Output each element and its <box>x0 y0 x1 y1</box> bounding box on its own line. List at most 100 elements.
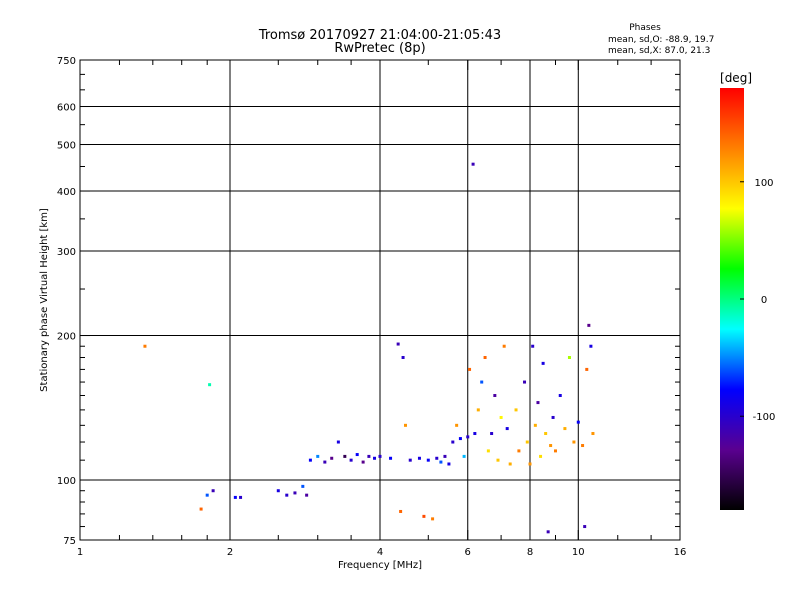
data-point <box>239 495 243 499</box>
data-point <box>473 432 477 436</box>
data-point <box>480 380 484 384</box>
data-point <box>544 432 548 436</box>
data-point <box>403 423 407 427</box>
data-point <box>572 440 576 444</box>
data-point <box>439 460 443 464</box>
data-point <box>422 514 426 518</box>
data-point <box>546 530 550 534</box>
phases-stats-o-mode: mean, sd,O: -88.9, 19.7 <box>608 35 714 45</box>
data-point <box>533 423 537 427</box>
data-point <box>143 344 147 348</box>
data-point <box>493 394 497 398</box>
data-point <box>514 408 518 412</box>
chart-title: Tromsø 20170927 21:04:00-21:05:43 <box>258 28 501 43</box>
data-point <box>389 456 393 460</box>
axis-ticks: 1 2 4 6 8 10 16 75 100 200 300 400 500 600 750 <box>57 56 686 558</box>
data-point <box>399 509 403 513</box>
data-point <box>558 394 562 398</box>
x-tick-label: 2 <box>227 547 233 558</box>
y-tick-label: 500 <box>57 141 76 152</box>
data-point <box>505 427 509 431</box>
data-point <box>285 493 289 497</box>
data-point <box>502 344 506 348</box>
data-point <box>426 458 430 462</box>
data-point <box>349 458 353 462</box>
data-point <box>525 440 529 444</box>
data-point <box>567 355 571 359</box>
data-point <box>343 454 347 458</box>
data-point <box>508 462 512 466</box>
x-tick-label: 8 <box>527 547 533 558</box>
y-tick-label: 300 <box>57 247 76 258</box>
y-tick-label: 200 <box>57 332 76 343</box>
y-tick-label: 600 <box>57 103 76 114</box>
colorbar-unit: [deg] <box>720 71 752 85</box>
data-point <box>551 415 555 419</box>
data-point <box>471 162 475 166</box>
x-tick-label: 16 <box>674 547 687 558</box>
data-point <box>378 454 382 458</box>
data-point <box>408 458 412 462</box>
data-point <box>583 525 587 529</box>
data-points <box>143 162 595 534</box>
data-point <box>355 453 359 457</box>
colorbar-unit-label: deg <box>725 71 748 85</box>
data-point <box>587 323 591 327</box>
colorbar-tick-label: 0 <box>761 295 767 306</box>
data-point <box>447 462 451 466</box>
data-point <box>576 420 580 424</box>
data-point <box>458 437 462 441</box>
data-point <box>361 460 365 464</box>
data-point <box>553 449 557 453</box>
data-point <box>205 493 209 497</box>
grid-lines <box>80 60 680 540</box>
data-point <box>435 456 439 460</box>
y-tick-label: 750 <box>57 56 76 67</box>
data-point <box>563 427 567 431</box>
data-point <box>336 440 340 444</box>
x-tick-label: 10 <box>572 547 585 558</box>
data-point <box>316 454 320 458</box>
data-point <box>486 449 490 453</box>
data-point <box>208 383 212 387</box>
data-point <box>531 344 535 348</box>
data-point <box>466 435 470 439</box>
data-point <box>496 458 500 462</box>
x-tick-label: 6 <box>465 547 471 558</box>
data-point <box>490 432 494 436</box>
x-axis-label: Frequency [MHz] <box>338 560 422 571</box>
data-point <box>323 460 327 464</box>
data-point <box>443 454 447 458</box>
colorbar-tick-label: -100 <box>753 412 776 423</box>
data-point <box>541 361 545 365</box>
data-point <box>499 415 503 419</box>
data-point <box>589 344 593 348</box>
data-point <box>451 440 455 444</box>
data-point <box>330 456 334 460</box>
data-point <box>536 401 540 405</box>
data-point <box>301 484 305 488</box>
data-point <box>199 507 203 511</box>
data-point <box>581 444 585 448</box>
data-point <box>483 355 487 359</box>
data-point <box>417 456 421 460</box>
data-point <box>462 454 466 458</box>
y-tick-label: 400 <box>57 187 76 198</box>
data-point <box>373 456 377 460</box>
data-point <box>549 444 553 448</box>
data-point <box>276 489 280 493</box>
data-point <box>396 342 400 346</box>
y-tick-label: 75 <box>63 536 76 547</box>
data-point <box>233 495 237 499</box>
colorbar-tick-label: 100 <box>754 178 773 189</box>
data-point <box>305 493 309 497</box>
data-point <box>585 367 589 371</box>
data-point <box>455 423 459 427</box>
data-point <box>431 517 435 521</box>
plot-frame <box>79 59 681 541</box>
data-point <box>476 408 480 412</box>
data-point <box>308 458 312 462</box>
